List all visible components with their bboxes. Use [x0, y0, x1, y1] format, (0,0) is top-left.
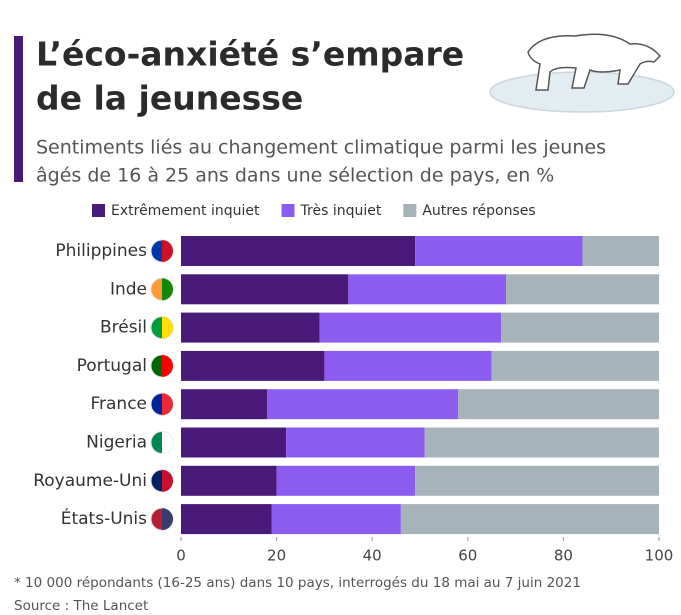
chart: L’éco-anxiété s’empare de la jeunesse Se… [0, 0, 681, 615]
bar-segment [272, 504, 401, 534]
bar-segment [181, 274, 348, 304]
flag-icon [162, 393, 173, 415]
flag-icon [162, 317, 173, 339]
legend-swatch [403, 204, 416, 217]
category-label: Nigeria [86, 433, 147, 453]
bar-segment [501, 313, 659, 343]
x-tick-label: 100 [645, 547, 674, 565]
bar-segment [583, 236, 659, 266]
flag-icon [162, 240, 173, 262]
x-tick-label: 0 [176, 547, 186, 565]
bar-segment [324, 351, 491, 381]
bar-segment [181, 504, 272, 534]
bar-segment [181, 351, 324, 381]
chart-subtitle: Sentiments liés au changement climatique… [36, 137, 606, 159]
bar-segment [267, 389, 458, 419]
bar-segment [458, 389, 659, 419]
bar-segment [181, 313, 320, 343]
bar-segment [181, 466, 277, 496]
bar-segment [401, 504, 659, 534]
bar-segment [415, 466, 659, 496]
legend-label: Extrêmement inquiet [111, 203, 260, 219]
flag-icon [162, 508, 173, 530]
bar-segment [181, 236, 415, 266]
bar-segment [492, 351, 659, 381]
legend-swatch [282, 204, 295, 217]
category-label: Royaume-Uni [33, 471, 147, 491]
bar-segment [506, 274, 659, 304]
bar-segment [415, 236, 582, 266]
legend-label: Très inquiet [300, 203, 382, 219]
category-label: Inde [110, 279, 147, 299]
bar-segment [277, 466, 416, 496]
flag-icon [162, 470, 173, 492]
bar-segment [286, 428, 425, 458]
source: Source : The Lancet [14, 598, 148, 614]
footnote: * 10 000 répondants (16-25 ans) dans 10 … [14, 575, 581, 591]
category-label: Brésil [100, 318, 147, 338]
bar-segment [181, 389, 267, 419]
x-tick-label: 40 [363, 547, 382, 565]
category-label: États-Unis [61, 507, 147, 529]
category-label: Philippines [55, 241, 147, 261]
x-tick-label: 20 [267, 547, 286, 565]
x-tick-label: 80 [554, 547, 573, 565]
legend-label: Autres réponses [422, 203, 535, 219]
bar-segment [320, 313, 502, 343]
chart-title: L’éco-anxiété s’empare [36, 35, 464, 74]
bar-segment [181, 428, 286, 458]
bar-segment [425, 428, 659, 458]
category-label: Portugal [77, 356, 147, 376]
title-accent [14, 36, 23, 182]
chart-subtitle: âgés de 16 à 25 ans dans une sélection d… [36, 165, 554, 187]
flag-icon [162, 355, 173, 377]
flag-icon [162, 278, 173, 300]
bar-segment [348, 274, 506, 304]
chart-title: de la jeunesse [36, 79, 303, 118]
category-label: France [90, 394, 147, 414]
x-tick-label: 60 [458, 547, 477, 565]
polar-bear-icon [490, 34, 674, 112]
flag-icon [162, 432, 173, 454]
legend-swatch [92, 204, 105, 217]
